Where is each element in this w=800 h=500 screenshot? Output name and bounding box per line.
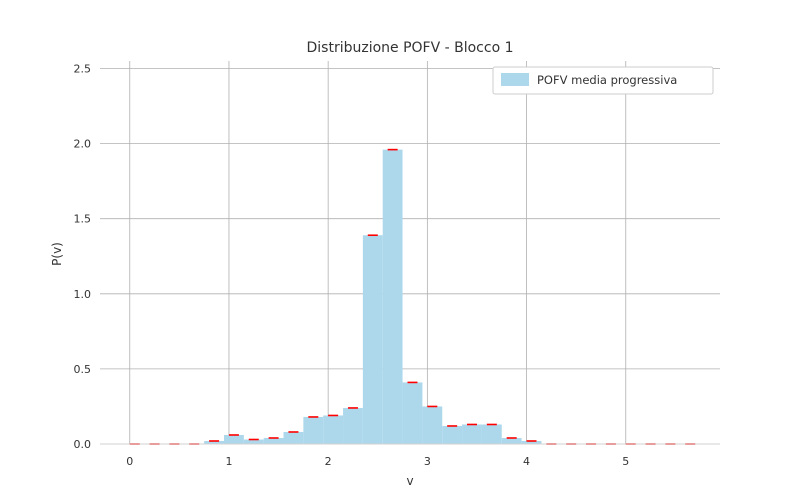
bar-13 (382, 149, 403, 444)
y-tick-label-3: 1.5 (74, 213, 92, 226)
x-tick-label-1: 1 (225, 455, 232, 468)
bar-19 (501, 437, 522, 444)
y-tick-label-2: 1.0 (74, 288, 92, 301)
legend-swatch (501, 73, 529, 86)
x-tick-label-2: 2 (325, 455, 332, 468)
legend-label: POFV media progressiva (537, 73, 677, 87)
bar-14 (402, 382, 423, 444)
bar-8 (283, 431, 304, 444)
y-tick-labels: 0.0 0.5 1.0 1.5 2.0 2.5 (74, 63, 92, 451)
x-tick-label-4: 4 (523, 455, 530, 468)
bar-10 (323, 415, 344, 444)
x-tick-labels: 0 1 2 3 4 5 (126, 455, 629, 468)
x-tick-label-5: 5 (622, 455, 629, 468)
x-tick-label-3: 3 (424, 455, 431, 468)
y-tick-label-4: 2.0 (74, 138, 92, 151)
legend: POFV media progressiva (492, 66, 714, 95)
y-axis-label: P(v) (50, 242, 64, 266)
legend-box (492, 66, 714, 95)
bar-7 (263, 437, 284, 444)
y-tick-label-1: 0.5 (74, 363, 92, 376)
bar-16 (442, 425, 463, 444)
bar-9 (303, 416, 324, 444)
bar-4 (204, 440, 224, 444)
y-tick-label-0: 0.0 (74, 438, 92, 451)
bars (204, 149, 542, 444)
y-tick-label-5: 2.5 (74, 63, 92, 76)
bar-20 (521, 440, 542, 444)
bar-12 (362, 235, 383, 444)
bar-18 (481, 424, 502, 444)
x-axis-label: v (406, 474, 413, 488)
bar-15 (422, 406, 443, 444)
bar-6 (243, 439, 264, 444)
bar-5 (224, 434, 244, 444)
bar-17 (462, 424, 482, 444)
x-tick-label-0: 0 (126, 455, 133, 468)
bar-11 (343, 407, 363, 444)
chart-title: Distribuzione POFV - Blocco 1 (306, 40, 513, 56)
